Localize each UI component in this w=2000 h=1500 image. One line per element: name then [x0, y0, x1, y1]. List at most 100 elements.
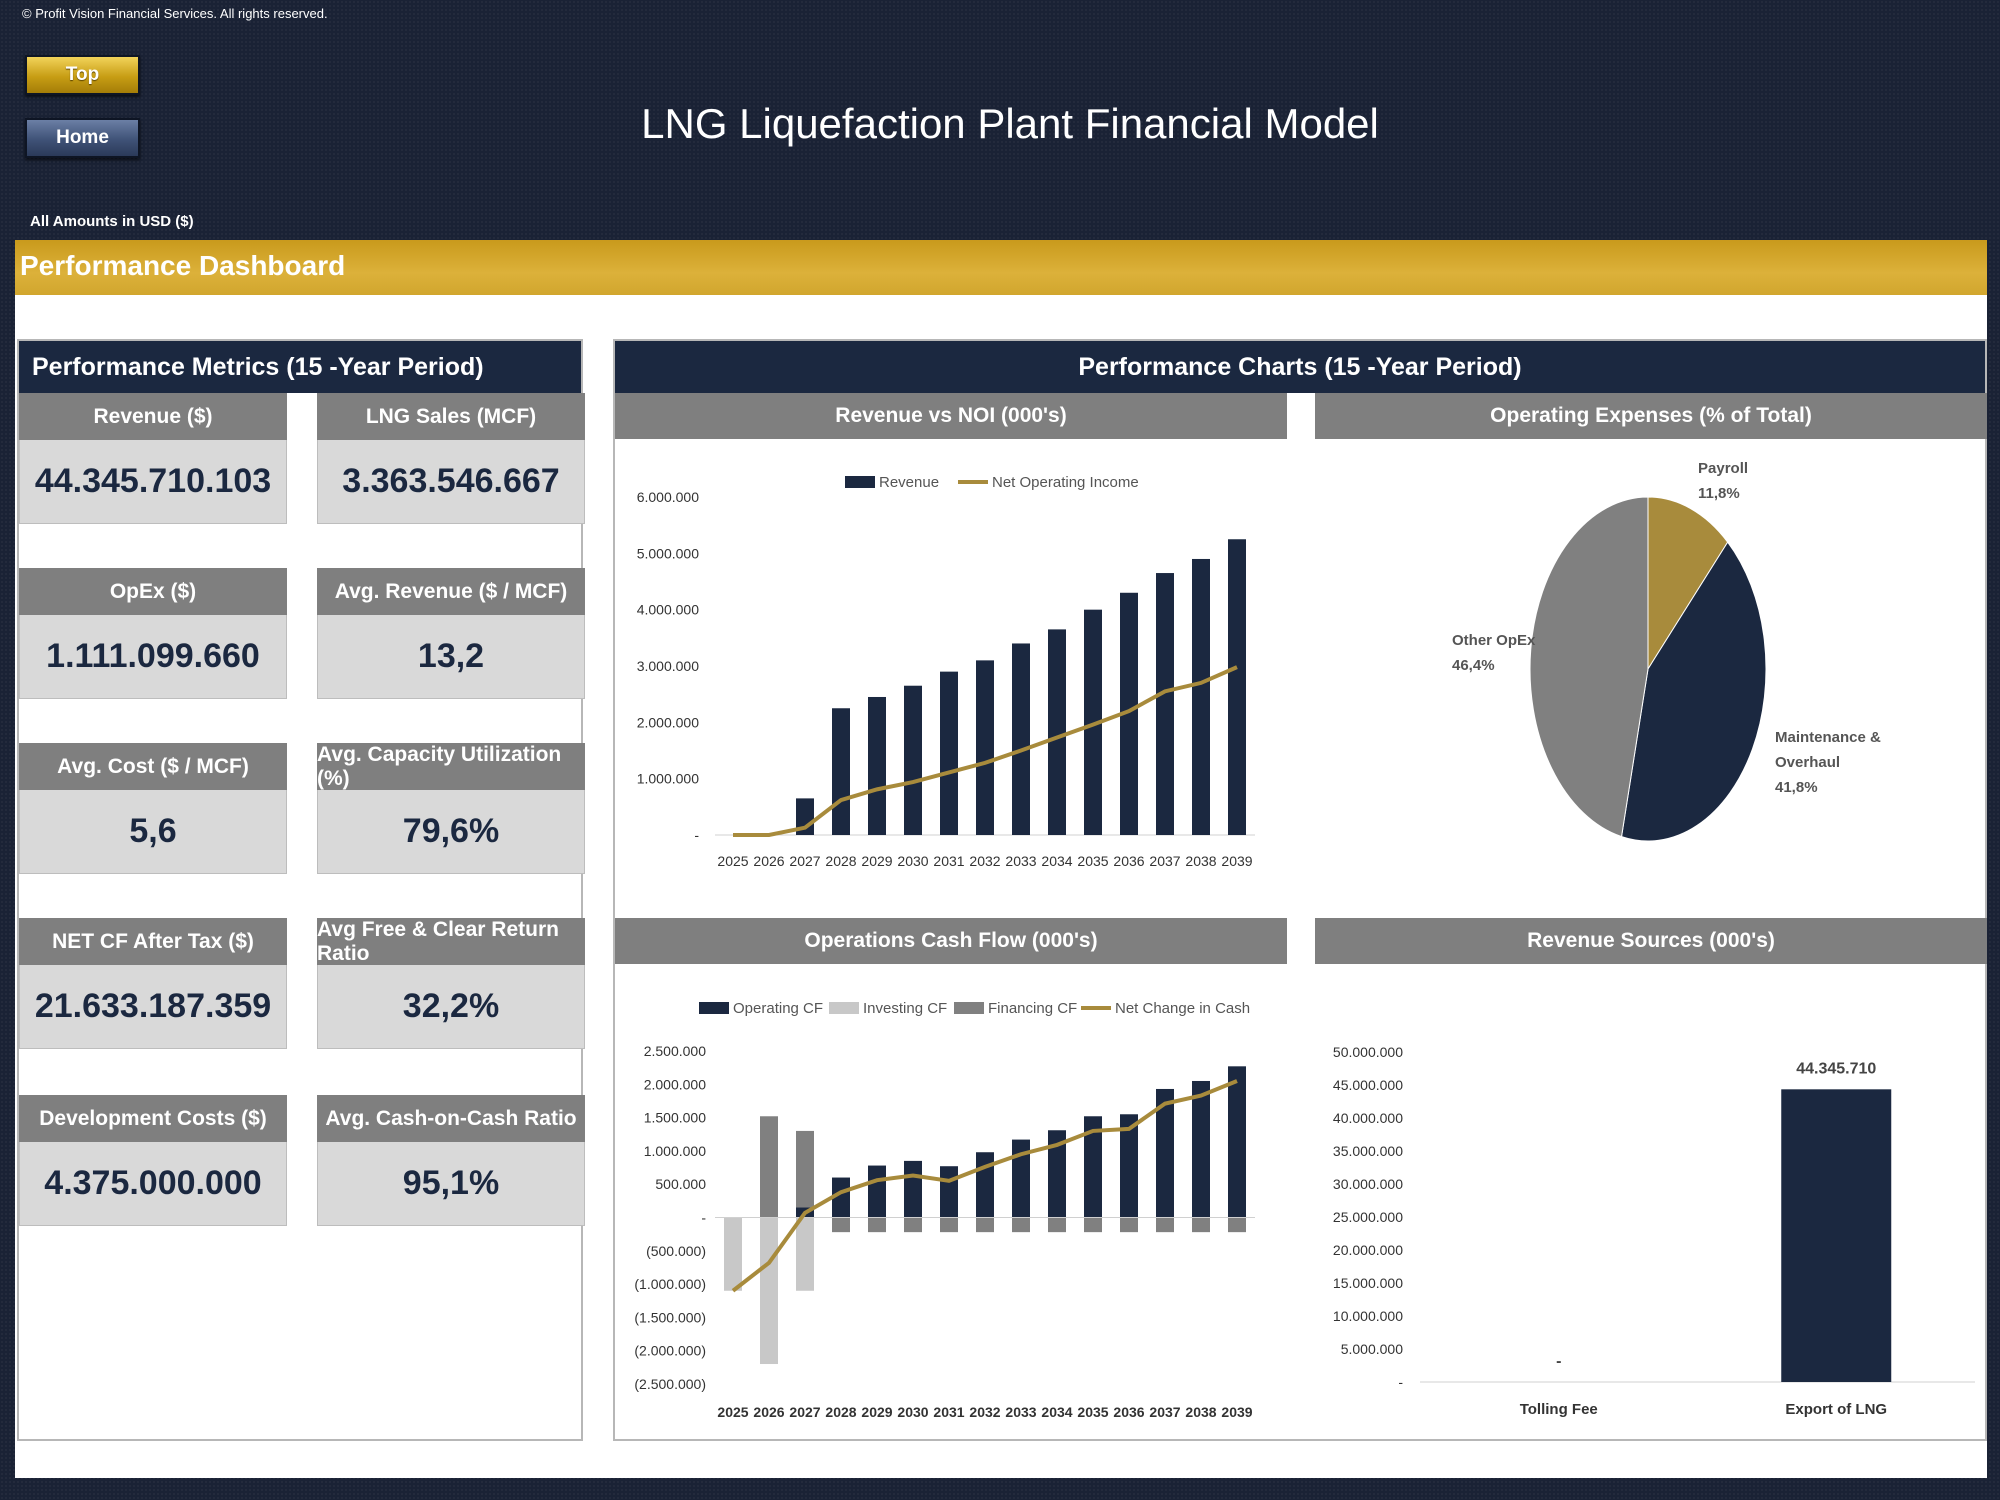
metric-label: Development Costs ($)	[19, 1095, 287, 1142]
x-tick-label: 2030	[897, 1404, 928, 1420]
y-tick-label: 1.000.000	[637, 771, 699, 787]
metric-label: Avg. Cost ($ / MCF)	[19, 743, 287, 790]
financing-cf-bar	[1048, 1217, 1066, 1233]
x-tick-label: Tolling Fee	[1520, 1401, 1598, 1418]
y-tick-label: 500.000	[655, 1176, 706, 1192]
revenue-bar	[1012, 643, 1030, 835]
financing-cf-bar	[1228, 1217, 1246, 1233]
x-tick-label: 2030	[897, 853, 928, 869]
y-tick-label: (1.500.000)	[634, 1309, 706, 1325]
top-button[interactable]: Top	[25, 55, 140, 95]
x-tick-label: 2025	[717, 1404, 748, 1420]
metric-value: 21.633.187.359	[19, 965, 287, 1049]
y-tick-label: 5.000.000	[637, 545, 699, 561]
legend-swatch-operating	[699, 1002, 729, 1014]
x-tick-label: 2038	[1185, 853, 1216, 869]
revenue-noi-chart: - 1.000.000 2.000.000 3.000.000 4.000.000 5.0…	[637, 474, 1255, 869]
operating-cf-bar	[1048, 1130, 1066, 1218]
x-tick-label: 2033	[1005, 853, 1036, 869]
x-tick-label: Export of LNG	[1785, 1401, 1887, 1418]
metrics-panel: Performance Metrics (15 -Year Period) Re…	[17, 339, 585, 1441]
net-change-line	[731, 1079, 1238, 1293]
y-tick-label: 45.000.000	[1333, 1077, 1403, 1093]
revenue-bar	[1084, 609, 1102, 835]
revenue-bar	[1048, 629, 1066, 835]
revenue-bar	[1192, 558, 1210, 835]
y-tick-label: (500.000)	[646, 1243, 706, 1259]
pie-slice-label: Maintenance & Overhaul	[1775, 729, 1881, 771]
y-tick-label: 50.000.000	[1333, 1044, 1403, 1060]
home-button[interactable]: Home	[25, 118, 140, 158]
y-tick-label: (2.500.000)	[634, 1376, 706, 1392]
legend-label: Investing CF	[863, 1000, 947, 1017]
metric-label: Revenue ($)	[19, 393, 287, 440]
revenue-bar	[1228, 539, 1246, 835]
revenue-sources-chart: - 5.000.000 10.000.000 15.000.000 20.000.000…	[1333, 1044, 1975, 1418]
financing-cf-bar	[832, 1217, 850, 1233]
x-tick-label: 2027	[789, 853, 820, 869]
metric-value: 3.363.546.667	[317, 440, 585, 524]
metric-card-development-costs: Development Costs ($) 4.375.000.000	[19, 1095, 287, 1226]
revenue-bar	[976, 660, 994, 835]
y-tick-label: 20.000.000	[1333, 1242, 1403, 1258]
legend-label: Financing CF	[988, 1000, 1077, 1017]
y-tick-label: -	[701, 1210, 706, 1226]
metric-value: 79,6%	[317, 790, 585, 874]
operating-cf-bar	[940, 1166, 958, 1218]
y-tick-label: 2.500.000	[644, 1043, 706, 1059]
x-tick-label: 2029	[861, 853, 892, 869]
x-tick-label: 2028	[825, 1404, 856, 1420]
metric-label: Avg. Cash-on-Cash Ratio	[317, 1095, 585, 1142]
metric-card-capacity-utilization: Avg. Capacity Utilization (%) 79,6%	[317, 743, 585, 874]
x-tick-label: 2035	[1077, 1404, 1108, 1420]
operating-cf-bar	[1120, 1114, 1138, 1218]
x-tick-label: 2025	[717, 853, 748, 869]
metric-label: OpEx ($)	[19, 568, 287, 615]
x-tick-label: 2039	[1221, 1404, 1252, 1420]
metric-label: LNG Sales (MCF)	[317, 393, 585, 440]
metric-value: 13,2	[317, 615, 585, 699]
pie-slice-label: Payroll	[1698, 460, 1748, 477]
y-tick-label: (1.000.000)	[634, 1276, 706, 1292]
x-tick-label: 2034	[1041, 853, 1072, 869]
metric-label: NET CF After Tax ($)	[19, 918, 287, 965]
revenue-bar	[1156, 573, 1174, 835]
y-tick-label: 4.000.000	[637, 602, 699, 618]
charts-panel: Performance Charts (15 -Year Period) Rev…	[613, 339, 1987, 1441]
metric-card-avg-revenue: Avg. Revenue ($ / MCF) 13,2	[317, 568, 585, 699]
financing-cf-bar	[1120, 1217, 1138, 1233]
metric-card-cash-on-cash: Avg. Cash-on-Cash Ratio 95,1%	[317, 1095, 585, 1226]
financing-cf-bar	[940, 1217, 958, 1233]
y-tick-label: 40.000.000	[1333, 1110, 1403, 1126]
metric-value: 44.345.710.103	[19, 440, 287, 524]
cashflow-chart: (2.500.000) (2.000.000) (1.500.000) (1.000.…	[634, 1000, 1255, 1420]
metric-value: 4.375.000.000	[19, 1142, 287, 1226]
metric-card-lng-sales: LNG Sales (MCF) 3.363.546.667	[317, 393, 585, 524]
x-tick-label: 2038	[1185, 1404, 1216, 1420]
revenue-sources-chart-box: Revenue Sources (000's) - 5.000.000 10.000…	[1315, 918, 1987, 1444]
dashboard-banner: Performance Dashboard	[15, 240, 1987, 295]
financing-cf-bar	[1156, 1217, 1174, 1233]
revenue-sources-chart-title: Revenue Sources (000's)	[1315, 918, 1987, 964]
revenue-source-bar	[1781, 1089, 1892, 1382]
revenue-noi-chart-title: Revenue vs NOI (000's)	[615, 393, 1287, 439]
pie-slice-percent: 41,8%	[1775, 779, 1818, 796]
pie-slice-label: Other OpEx	[1452, 632, 1536, 649]
pie-slice	[1620, 541, 1767, 842]
revenue-noi-chart-box: Revenue vs NOI (000's) - 1.000.000 2.000.0…	[615, 393, 1287, 904]
metrics-panel-title: Performance Metrics (15 -Year Period)	[19, 341, 581, 393]
x-tick-label: 2028	[825, 853, 856, 869]
x-tick-label: 2031	[933, 853, 964, 869]
financing-cf-bar	[1012, 1217, 1030, 1233]
y-tick-label: 2.000.000	[644, 1076, 706, 1092]
x-tick-label: 2036	[1113, 1404, 1144, 1420]
y-tick-label: 6.000.000	[637, 489, 699, 505]
operating-cf-bar	[1192, 1080, 1210, 1218]
cashflow-chart-title: Operations Cash Flow (000's)	[615, 918, 1287, 964]
metric-value: 1.111.099.660	[19, 615, 287, 699]
x-tick-label: 2036	[1113, 853, 1144, 869]
investing-cf-bar	[760, 1217, 778, 1365]
y-tick-label: 2.000.000	[637, 714, 699, 730]
financing-cf-bar	[904, 1217, 922, 1233]
x-tick-label: 2032	[969, 1404, 1000, 1420]
